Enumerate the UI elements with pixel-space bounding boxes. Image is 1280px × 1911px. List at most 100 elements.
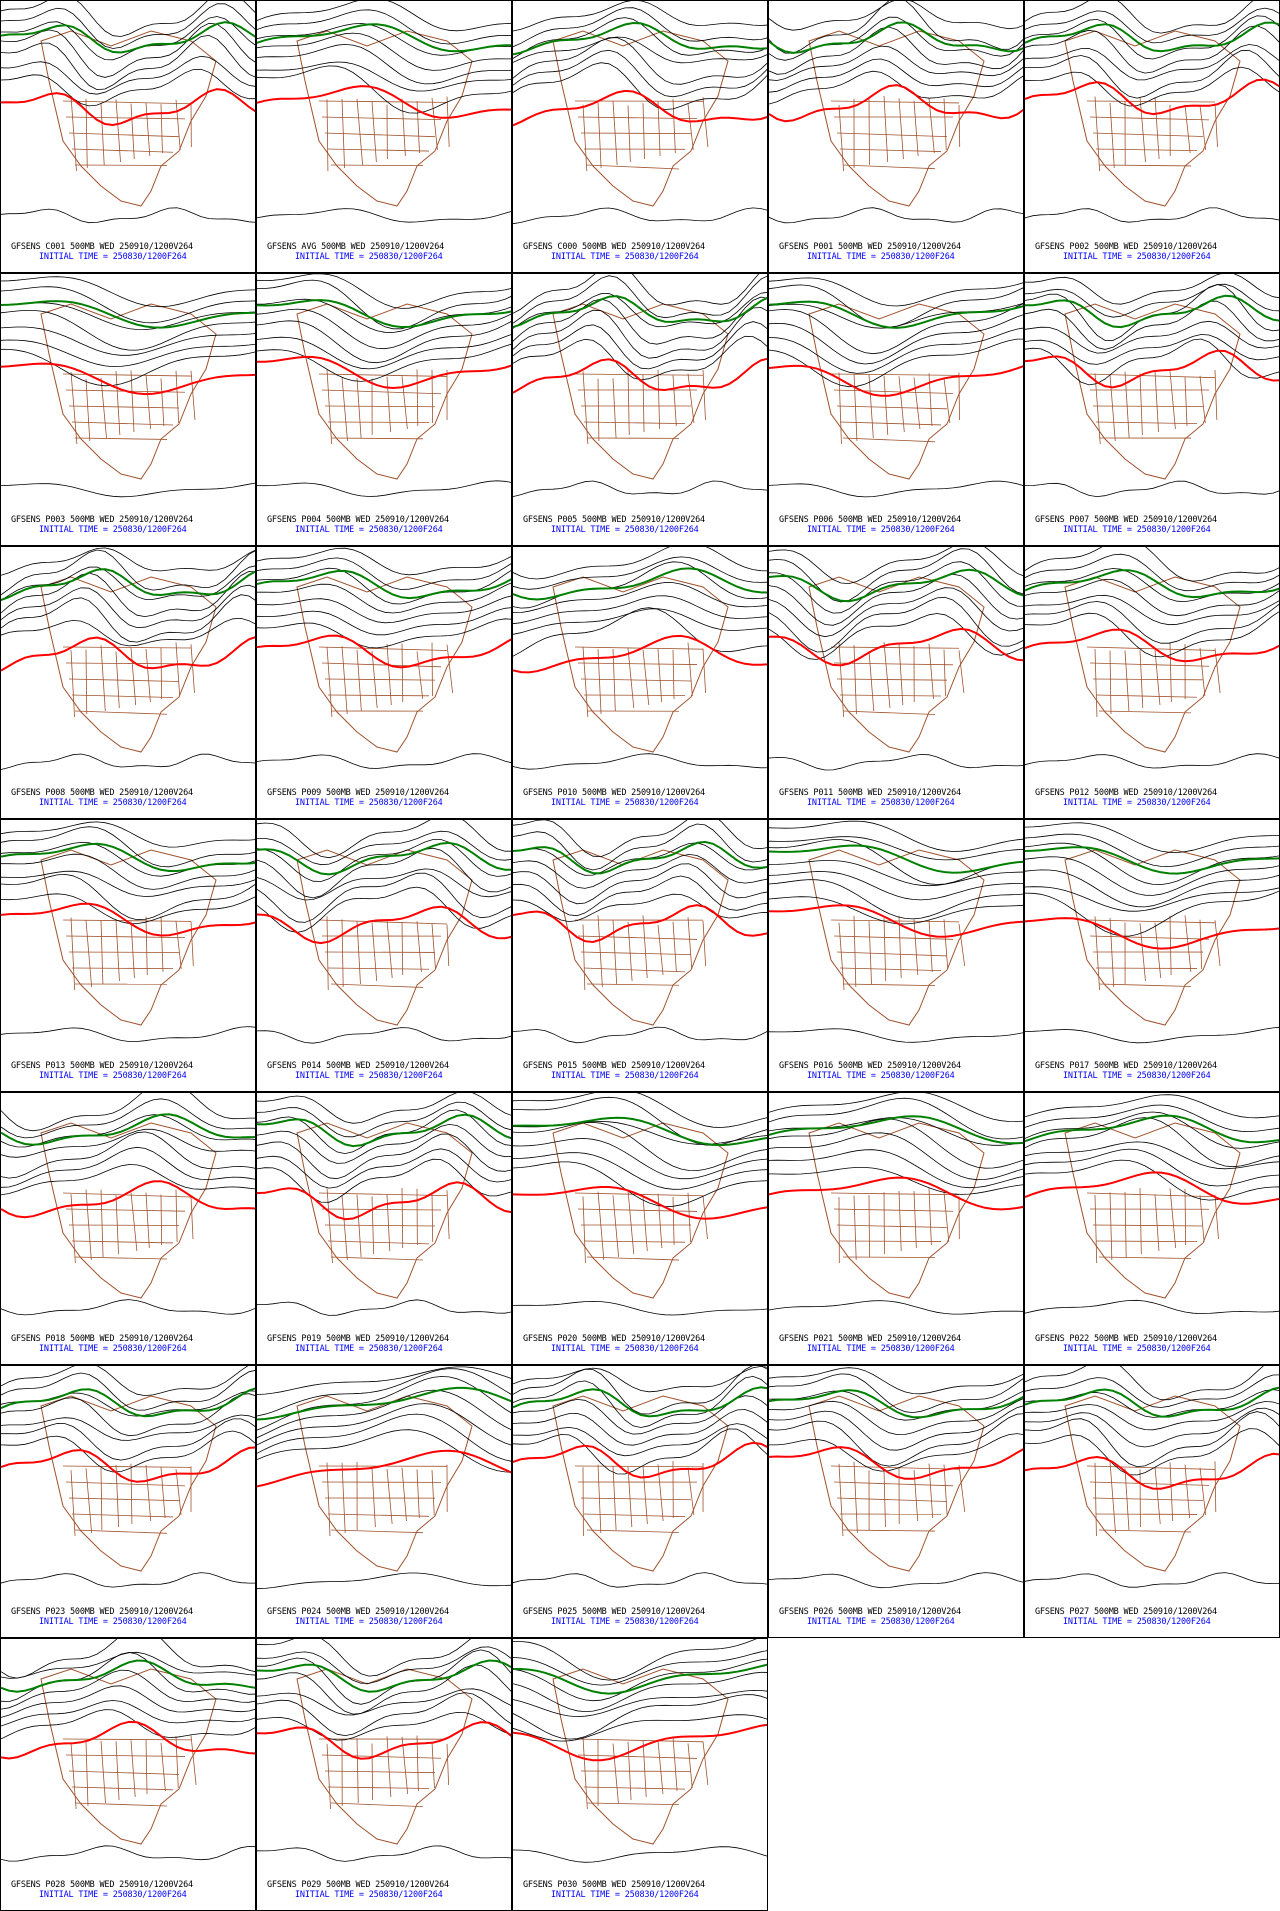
state-line: [68, 1770, 180, 1775]
state-line: [85, 1741, 89, 1807]
state-line: [68, 405, 180, 409]
state-line: [318, 646, 448, 651]
model-panel: GFSENS P006 500MB WED 250910/1200V264 INI…: [768, 273, 1024, 546]
height-contour: [257, 1429, 511, 1473]
map: [513, 274, 767, 497]
initial-time: INITIAL TIME = 250830/1200F264: [1063, 1617, 1211, 1627]
height-contour: [1025, 1141, 1279, 1170]
land-outline: [808, 1122, 985, 1299]
height-contour: [1, 594, 255, 643]
height-contour: [1, 821, 255, 848]
state-line: [898, 644, 904, 706]
height-contour: [769, 820, 1023, 852]
state-line: [416, 101, 420, 154]
state-line: [586, 1529, 680, 1533]
state-line: [416, 921, 422, 973]
state-line: [431, 923, 436, 970]
map: [769, 277, 1023, 498]
contour-576: [1, 1446, 255, 1483]
panel-caption: GFSENS P015 500MB WED 250910/1200V264: [523, 1061, 705, 1071]
land-outline: [808, 303, 985, 480]
height-contour: [1025, 480, 1279, 498]
height-contour: [1025, 1428, 1279, 1476]
state-line: [190, 370, 196, 421]
map: [1, 1639, 255, 1862]
initial-time: INITIAL TIME = 250830/1200F264: [39, 525, 187, 535]
state-line: [1184, 377, 1188, 427]
contour-576: [257, 1181, 511, 1221]
state-line: [1169, 1188, 1177, 1249]
state-line: [1109, 1461, 1116, 1534]
state-line: [883, 918, 887, 982]
height-contour: [769, 302, 1023, 329]
initial-time: INITIAL TIME = 250830/1200F264: [39, 798, 187, 808]
panel-caption: GFSENS P003 500MB WED 250910/1200V264: [11, 515, 193, 525]
state-line: [321, 116, 442, 121]
height-contour: [1025, 1026, 1279, 1044]
state-line: [1092, 132, 1204, 137]
land-outline: [40, 576, 217, 753]
state-line: [1199, 1467, 1207, 1516]
contour-576: [1025, 349, 1279, 389]
contour-552: [257, 841, 511, 876]
state-line: [1184, 1188, 1187, 1246]
state-line: [1154, 97, 1160, 160]
panel-caption: GFSENS P020 500MB WED 250910/1200V264: [523, 1334, 705, 1344]
state-line: [842, 1529, 936, 1532]
state-line: [431, 1193, 434, 1243]
state-line: [68, 1497, 180, 1502]
state-line: [627, 921, 633, 982]
state-line: [62, 1192, 192, 1198]
contour-552: [1, 842, 255, 872]
state-line: [115, 1464, 120, 1528]
state-line: [928, 98, 935, 154]
height-contour: [257, 753, 511, 769]
state-line: [327, 1240, 430, 1245]
state-line: [833, 1208, 954, 1212]
height-contour: [257, 868, 511, 901]
contour-552: [1025, 1386, 1279, 1418]
state-line: [62, 373, 192, 377]
state-line: [130, 1463, 133, 1525]
height-contour: [769, 26, 1023, 75]
height-contour: [1025, 1299, 1279, 1315]
land-outline: [1064, 1395, 1241, 1572]
height-contour: [1, 1393, 255, 1437]
contour-552: [1025, 21, 1279, 53]
map: [1025, 1094, 1279, 1315]
height-contour: [769, 1398, 1023, 1436]
state-line: [326, 99, 329, 172]
model-panel: GFSENS P024 500MB WED 250910/1200V264 INI…: [256, 1365, 512, 1638]
state-line: [145, 1739, 148, 1795]
land-outline: [40, 1395, 217, 1572]
map: [769, 1, 1023, 224]
state-line: [582, 924, 586, 991]
state-line: [74, 710, 168, 715]
state-line: [836, 951, 948, 957]
initial-time: INITIAL TIME = 250830/1200F264: [1063, 798, 1211, 808]
state-line: [416, 1735, 419, 1792]
state-line: [687, 642, 693, 697]
height-contour: [513, 49, 767, 98]
model-panel: GFSENS P010 500MB WED 250910/1200V264 INI…: [512, 546, 768, 819]
state-line: [416, 651, 424, 700]
height-contour: [513, 823, 767, 871]
height-contour: [257, 320, 511, 364]
contour-552: [1, 1387, 255, 1418]
state-line: [386, 643, 392, 706]
height-contour: [1025, 1104, 1279, 1133]
state-line: [1098, 164, 1192, 167]
state-line: [830, 646, 960, 649]
height-contour: [1, 1709, 255, 1740]
height-contour: [1025, 611, 1279, 658]
contour-552: [513, 21, 767, 56]
state-line: [580, 1497, 692, 1501]
height-contour: [257, 557, 511, 590]
land-outline: [552, 1668, 729, 1845]
height-contour: [1025, 25, 1279, 74]
state-line: [65, 662, 186, 665]
state-line: [1095, 1240, 1198, 1243]
state-line: [702, 369, 706, 421]
height-contour: [1, 16, 255, 61]
height-contour: [513, 1671, 767, 1713]
